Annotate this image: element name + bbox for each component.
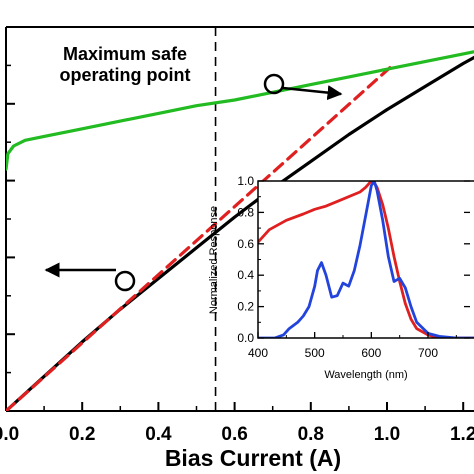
series-line-2: [6, 50, 474, 171]
x-tick-label: 0.4: [145, 424, 172, 445]
inset-y-tick-label: 0.8: [237, 205, 254, 219]
x-tick-label: 0.0: [0, 424, 19, 445]
right-axis-arrow: [282, 85, 343, 101]
inset-y-tick-label: 0.6: [237, 237, 254, 251]
annotation-line-1: Maximum safe: [63, 44, 187, 64]
inset-x-tick-label: 400: [248, 346, 268, 360]
x-tick-label: 0.8: [298, 424, 324, 445]
main-ticks: [5, 26, 465, 412]
x-tick-label: 1.2: [450, 424, 474, 445]
inset-tick-labels: 400500600700800.00.20.40.60.81.0: [237, 174, 438, 360]
inset-series-line-1: [258, 181, 474, 338]
inset-y-tick-label: 0.4: [237, 268, 254, 282]
inset-x-axis-title: Wavelength (nm): [324, 369, 407, 381]
x-tick-label: 1.0: [374, 424, 400, 445]
inset-background: [258, 181, 474, 338]
inset-x-tick-label: 500: [305, 346, 325, 360]
series-line-1: [6, 61, 397, 411]
inset-y-tick-label: 1.0: [237, 174, 254, 188]
inset-x-tick-label: 700: [418, 346, 438, 360]
inset-y-axis-title: Normalized Response: [208, 206, 220, 314]
inset-y-tick-label: 0.2: [237, 300, 254, 314]
inset-ticks: [257, 180, 470, 339]
x-tick-label: 0.6: [221, 424, 247, 445]
x-tick-label: 0.2: [69, 424, 95, 445]
inset-y-tick-label: 0.0: [237, 331, 254, 345]
right-axis-indicator-circle: [263, 73, 285, 95]
x-axis-title: Bias Current (A): [165, 445, 341, 471]
annotation-line-2: operating point: [60, 65, 191, 85]
left-axis-indicator-circle: [114, 270, 136, 292]
main-tick-labels: 0.0 0.2 0.4 0.6 0.8 1.0 1.2: [0, 424, 474, 445]
inset-x-tick-label: 600: [361, 346, 381, 360]
